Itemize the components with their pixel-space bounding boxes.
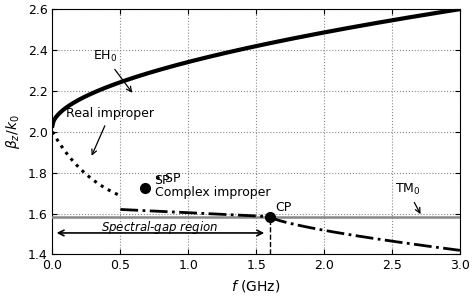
Text: Real improper: Real improper [66, 108, 154, 155]
Text: $\it{Spectral}$-$\it{gap}$ $\it{region}$: $\it{Spectral}$-$\it{gap}$ $\it{region}$ [101, 218, 219, 235]
Text: Complex improper: Complex improper [155, 186, 271, 199]
Y-axis label: $\beta_z/k_0$: $\beta_z/k_0$ [4, 114, 22, 149]
Text: CP: CP [275, 201, 292, 215]
X-axis label: $f$ (GHz): $f$ (GHz) [231, 278, 281, 294]
Text: EH$_0$: EH$_0$ [93, 49, 131, 92]
Text: TM$_0$: TM$_0$ [395, 182, 420, 213]
Text: $\bullet$ SP: $\bullet$ SP [153, 172, 182, 185]
Text: SP: SP [155, 174, 170, 187]
